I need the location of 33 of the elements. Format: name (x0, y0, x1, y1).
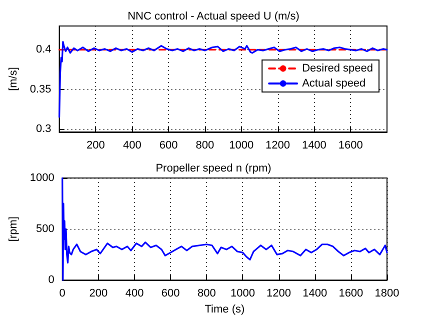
y-tick-label: 0 (48, 274, 54, 286)
legend-label: Actual speed (302, 78, 366, 90)
x-tick-label: 800 (197, 288, 216, 300)
y-tick-label: 0.3 (36, 122, 52, 135)
chart-title: Propeller speed n (rpm) (156, 162, 272, 174)
x-tick-label: 1200 (266, 140, 290, 152)
x-tick-label: 1200 (266, 288, 292, 300)
x-tick-label: 400 (125, 288, 144, 300)
x-tick-label: 200 (89, 288, 108, 300)
y-tick-label: 0.35 (30, 83, 52, 96)
x-tick-label: 1400 (302, 140, 326, 152)
line-series (58, 41, 388, 118)
y-tick-label: 1000 (30, 172, 54, 184)
x-tick-label: 0 (59, 288, 66, 300)
x-tick-label: 600 (161, 288, 180, 300)
y-axis-title: [rpm] (8, 216, 20, 242)
y-tick-label: 500 (36, 223, 54, 236)
x-tick-label: 1400 (302, 288, 328, 300)
y-tick-label: 0.4 (36, 44, 52, 56)
x-tick-label: 1000 (230, 288, 255, 300)
y-axis-title: [m/s] (8, 67, 20, 91)
x-tick-label: 1800 (374, 288, 400, 300)
line-series (62, 177, 388, 281)
chart-title: NNC control - Actual speed U (m/s) (128, 10, 300, 22)
legend-label: Desired speed (302, 62, 374, 74)
x-tick-label: 1600 (338, 288, 364, 300)
x-tick-label: 200 (86, 140, 105, 152)
x-tick-label: 400 (122, 140, 142, 152)
x-tick-label: 1600 (338, 140, 363, 152)
x-axis-title: Time (s) (204, 304, 245, 316)
x-tick-label: 600 (159, 140, 178, 152)
x-tick-label: 1000 (229, 140, 254, 152)
x-tick-label: 800 (196, 140, 214, 152)
